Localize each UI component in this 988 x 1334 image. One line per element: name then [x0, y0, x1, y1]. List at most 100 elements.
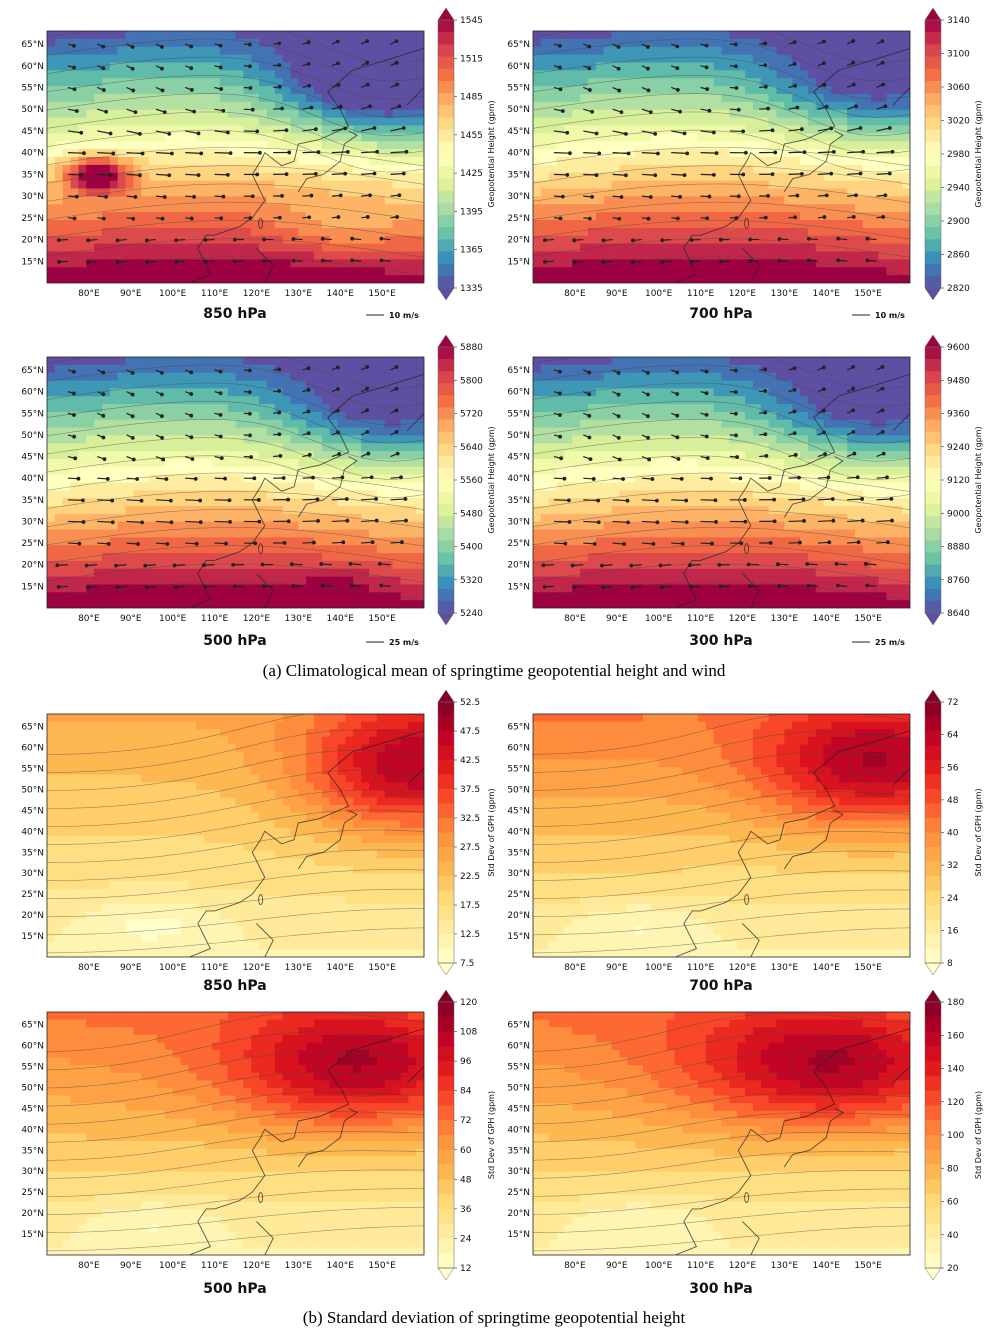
field-cell — [847, 251, 856, 260]
field-cell — [548, 180, 558, 190]
field-cell — [878, 220, 888, 229]
field-cell — [548, 31, 558, 40]
field-cell — [211, 164, 221, 174]
field-cell — [156, 404, 166, 413]
field-cell — [902, 259, 910, 268]
field-cell — [548, 251, 558, 260]
field-cell — [847, 94, 856, 103]
field-cell — [196, 396, 205, 405]
field-cell — [548, 86, 558, 95]
field-cell — [235, 149, 244, 158]
field-cell — [572, 196, 581, 205]
field-cell — [776, 259, 785, 268]
field-cell — [266, 149, 276, 158]
field-cell — [533, 38, 542, 48]
field-cell — [54, 133, 64, 142]
field-cell — [729, 196, 738, 205]
wind-arrowhead — [335, 39, 340, 44]
field-cell — [674, 62, 683, 71]
field-cell — [259, 212, 268, 221]
field-cell — [533, 109, 542, 119]
field-cell — [62, 411, 72, 421]
wind-arrowhead — [590, 194, 595, 199]
field-cell — [290, 172, 299, 182]
field-cell — [384, 466, 394, 476]
field-cell — [737, 235, 746, 245]
field-cell — [392, 259, 402, 268]
field-cell — [117, 204, 127, 213]
field-cell — [737, 251, 746, 260]
colorbar-segment — [438, 105, 454, 118]
wind-arrowhead — [82, 151, 86, 156]
field-cell — [86, 125, 95, 134]
field-cell — [149, 180, 158, 190]
field-cell — [62, 78, 72, 87]
field-cell — [70, 227, 80, 237]
field-cell — [572, 149, 581, 158]
field-cell — [587, 212, 597, 221]
field-cell — [408, 529, 417, 538]
field-cell — [862, 54, 872, 64]
lon-tick-label: 90°E — [120, 289, 142, 299]
field-cell — [697, 133, 707, 142]
field-cell — [149, 109, 158, 119]
field-cell — [855, 267, 864, 276]
field-cell — [180, 78, 189, 87]
field-cell — [266, 427, 276, 437]
field-cell — [815, 157, 825, 166]
field-cell — [564, 243, 573, 253]
field-cell — [400, 78, 409, 87]
field-cell — [705, 117, 715, 127]
field-cell — [760, 243, 770, 253]
field-cell — [314, 267, 323, 276]
field-cell — [227, 133, 237, 142]
field-cell — [321, 46, 331, 56]
field-cell — [133, 70, 142, 79]
coastline-kamchatka — [892, 86, 910, 106]
field-cell — [274, 180, 284, 190]
field-cell — [306, 157, 315, 166]
field-cell — [78, 419, 87, 429]
field-cell — [776, 243, 785, 253]
field-cell — [745, 188, 754, 197]
colorbar-segment — [438, 275, 454, 289]
field-cell — [86, 364, 95, 374]
field-cell — [251, 70, 260, 79]
field-cell — [595, 62, 605, 71]
field-cell — [259, 141, 268, 150]
field-cell — [839, 86, 848, 95]
field-cell — [125, 435, 134, 444]
field-cell — [807, 227, 817, 237]
field-cell — [768, 38, 778, 48]
wind-arrowhead — [601, 238, 606, 243]
field-cell — [219, 62, 229, 71]
field-cell — [400, 62, 409, 71]
field-cell — [47, 545, 56, 554]
field-cell — [47, 94, 56, 103]
field-cell — [650, 188, 660, 197]
field-cell — [251, 451, 260, 460]
wind-arrowhead — [170, 151, 174, 156]
field-cell — [251, 204, 260, 213]
field-cell — [768, 109, 778, 119]
field-cell — [862, 251, 872, 260]
field-cell — [70, 38, 80, 48]
field-cell — [227, 466, 237, 476]
field-cell — [204, 125, 213, 134]
field-cell — [282, 94, 292, 103]
field-cell — [149, 404, 158, 413]
field-cell — [314, 458, 323, 468]
field-cell — [62, 94, 72, 103]
field-cell — [141, 404, 150, 413]
field-cell — [697, 188, 707, 197]
field-cell — [847, 133, 856, 142]
field-cell — [729, 172, 738, 182]
field-cell — [627, 149, 636, 158]
wind-arrowhead — [675, 44, 680, 49]
field-cell — [314, 164, 323, 174]
field-cell — [47, 38, 56, 48]
colorbar-segment — [438, 178, 454, 192]
field-cell — [62, 396, 72, 405]
field-cell — [149, 537, 158, 546]
field-cell — [180, 435, 189, 444]
